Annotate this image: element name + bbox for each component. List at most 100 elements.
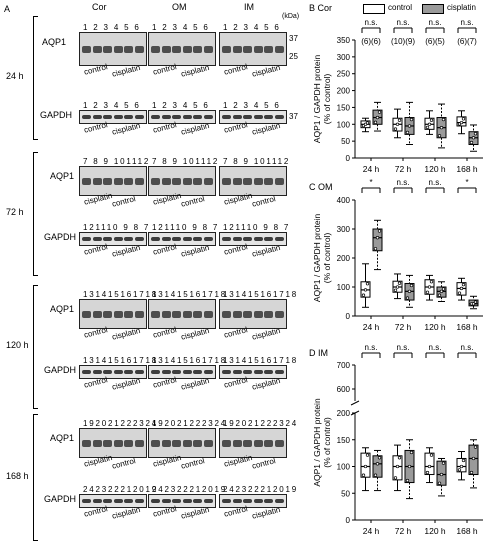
y-tick-label: 100 bbox=[337, 283, 351, 292]
band bbox=[124, 237, 133, 241]
band bbox=[193, 439, 202, 447]
kda-unit: (kDa) bbox=[282, 13, 300, 20]
band bbox=[243, 115, 252, 119]
data-point bbox=[373, 120, 378, 124]
band bbox=[193, 177, 202, 185]
band bbox=[103, 370, 112, 374]
y-tick-label: 400 bbox=[337, 196, 351, 205]
data-point bbox=[469, 140, 474, 145]
time-bracket bbox=[33, 414, 38, 541]
gapdh-blot bbox=[219, 365, 287, 379]
gapdh-blot bbox=[219, 232, 287, 246]
band bbox=[203, 370, 213, 374]
band bbox=[274, 115, 284, 119]
band bbox=[124, 45, 133, 53]
band bbox=[232, 310, 242, 318]
legend-label-control: control bbox=[388, 3, 413, 12]
lane-numbers: 1 2 3 4 5 6 bbox=[152, 101, 210, 110]
band bbox=[222, 439, 231, 447]
lane-numbers: 192021222324 bbox=[152, 419, 227, 428]
band bbox=[103, 45, 112, 53]
lane-numbers: 121110 9 8 7 bbox=[152, 223, 220, 232]
band bbox=[182, 237, 192, 241]
group-label: control bbox=[180, 456, 206, 471]
band bbox=[193, 499, 202, 503]
panel-title-c: C OM bbox=[309, 182, 333, 192]
gapdh-blot bbox=[148, 232, 216, 246]
gapdh-blot bbox=[219, 110, 287, 124]
y-tick-label: 150 bbox=[337, 103, 351, 112]
data-point bbox=[473, 132, 478, 136]
band bbox=[113, 310, 123, 318]
panel-title-d: D IM bbox=[309, 348, 329, 358]
y-tick-label: 100 bbox=[337, 120, 351, 129]
mw-marker-gapdh: 37 bbox=[289, 112, 298, 121]
band bbox=[151, 45, 160, 53]
sig-label: n.s. bbox=[397, 178, 410, 187]
data-point bbox=[405, 296, 410, 300]
band bbox=[161, 310, 171, 318]
y-tick-label: 50 bbox=[341, 489, 350, 498]
data-point bbox=[395, 122, 400, 126]
band bbox=[253, 45, 263, 53]
gapdh-blot bbox=[79, 110, 147, 124]
lane-numbers: 192021222324 bbox=[223, 419, 298, 428]
lane-numbers: 121110 9 8 7 bbox=[223, 223, 291, 232]
x-tick-label: 120 h bbox=[424, 164, 446, 174]
y-tick-label: 0 bbox=[346, 312, 351, 321]
band bbox=[124, 177, 133, 185]
time-bracket bbox=[33, 152, 38, 276]
data-point bbox=[373, 247, 378, 251]
band bbox=[264, 45, 273, 53]
band bbox=[264, 370, 273, 374]
band bbox=[232, 499, 242, 503]
band bbox=[182, 115, 192, 119]
band bbox=[92, 237, 102, 241]
lane-numbers: 1 2 3 4 5 6 bbox=[83, 101, 141, 110]
box-plot-charts: 0 50 100 150 200 250 300 350 AQP1 / GAPDH protei… bbox=[312, 18, 483, 536]
band bbox=[253, 370, 263, 374]
sig-label: n.s. bbox=[365, 18, 378, 27]
band bbox=[243, 499, 252, 503]
sig-label: n.s. bbox=[429, 343, 442, 352]
gapdh-blot bbox=[148, 494, 216, 508]
band bbox=[161, 45, 171, 53]
lane-numbers: 131415161718 bbox=[152, 356, 227, 365]
band bbox=[243, 370, 252, 374]
data-point bbox=[375, 462, 380, 466]
y-tick-label: 0 bbox=[346, 516, 351, 525]
band bbox=[113, 370, 123, 374]
legend-swatch-control bbox=[363, 4, 385, 14]
data-point bbox=[425, 290, 430, 294]
x-tick-label: 168 h bbox=[456, 526, 478, 536]
band bbox=[161, 237, 171, 241]
data-point bbox=[429, 280, 434, 284]
y-tick-label: 150 bbox=[337, 436, 351, 445]
gapdh-blot bbox=[79, 494, 147, 508]
band bbox=[264, 439, 273, 447]
band bbox=[151, 370, 160, 374]
aqp1-blot bbox=[79, 32, 147, 66]
band bbox=[92, 499, 102, 503]
data-point bbox=[395, 285, 400, 289]
band bbox=[243, 310, 252, 318]
y-axis-title: AQP1 / GAPDH protein bbox=[312, 214, 322, 303]
aqp1-blot bbox=[148, 428, 216, 458]
band bbox=[134, 370, 144, 374]
band bbox=[151, 177, 160, 185]
aqp1-label: AQP1 bbox=[50, 304, 75, 314]
x-tick-label: 72 h bbox=[395, 164, 412, 174]
data-point bbox=[429, 118, 434, 122]
data-point bbox=[407, 289, 412, 294]
band bbox=[274, 45, 284, 53]
time-label: 120 h bbox=[6, 340, 29, 350]
data-point bbox=[377, 229, 382, 233]
data-point bbox=[473, 445, 478, 449]
band bbox=[103, 499, 112, 503]
band bbox=[113, 499, 123, 503]
data-point bbox=[365, 453, 370, 457]
data-point bbox=[427, 464, 432, 469]
band bbox=[92, 439, 102, 447]
gapdh-blot bbox=[79, 365, 147, 379]
lane-numbers: 1 2 3 4 5 6 bbox=[83, 23, 141, 32]
